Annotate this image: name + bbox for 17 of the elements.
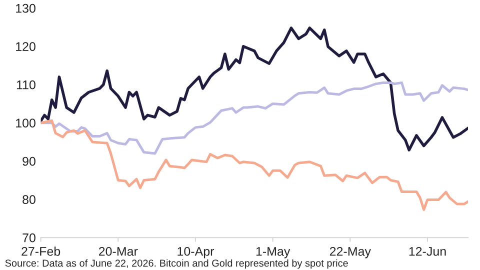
x-tick-label: 27-Feb: [22, 246, 60, 256]
x-tick-label: 1-May: [256, 247, 290, 258]
source-note: Source: Data as of June 22, 2026. Bitcoin and Gold represented by spot price: [5, 259, 348, 269]
x-tick-label: 10-Apr: [178, 246, 214, 258]
x-tick-label: 12-Jun: [409, 246, 446, 256]
y-tick-label: 100: [16, 118, 36, 128]
y-tick-label: 110: [16, 80, 36, 90]
x-tick-label: 20-Mar: [98, 246, 138, 256]
y-tick-label: 70: [22, 233, 36, 242]
line-series: [40, 81, 468, 155]
y-tick-label: 90: [22, 156, 36, 166]
line-series: [40, 119, 468, 211]
y-tick-label: 130: [16, 4, 36, 13]
line-series: [40, 26, 468, 152]
y-tick-label: 120: [16, 42, 36, 51]
y-tick-label: 80: [22, 195, 36, 204]
x-tick-label: 22-May: [330, 246, 371, 258]
